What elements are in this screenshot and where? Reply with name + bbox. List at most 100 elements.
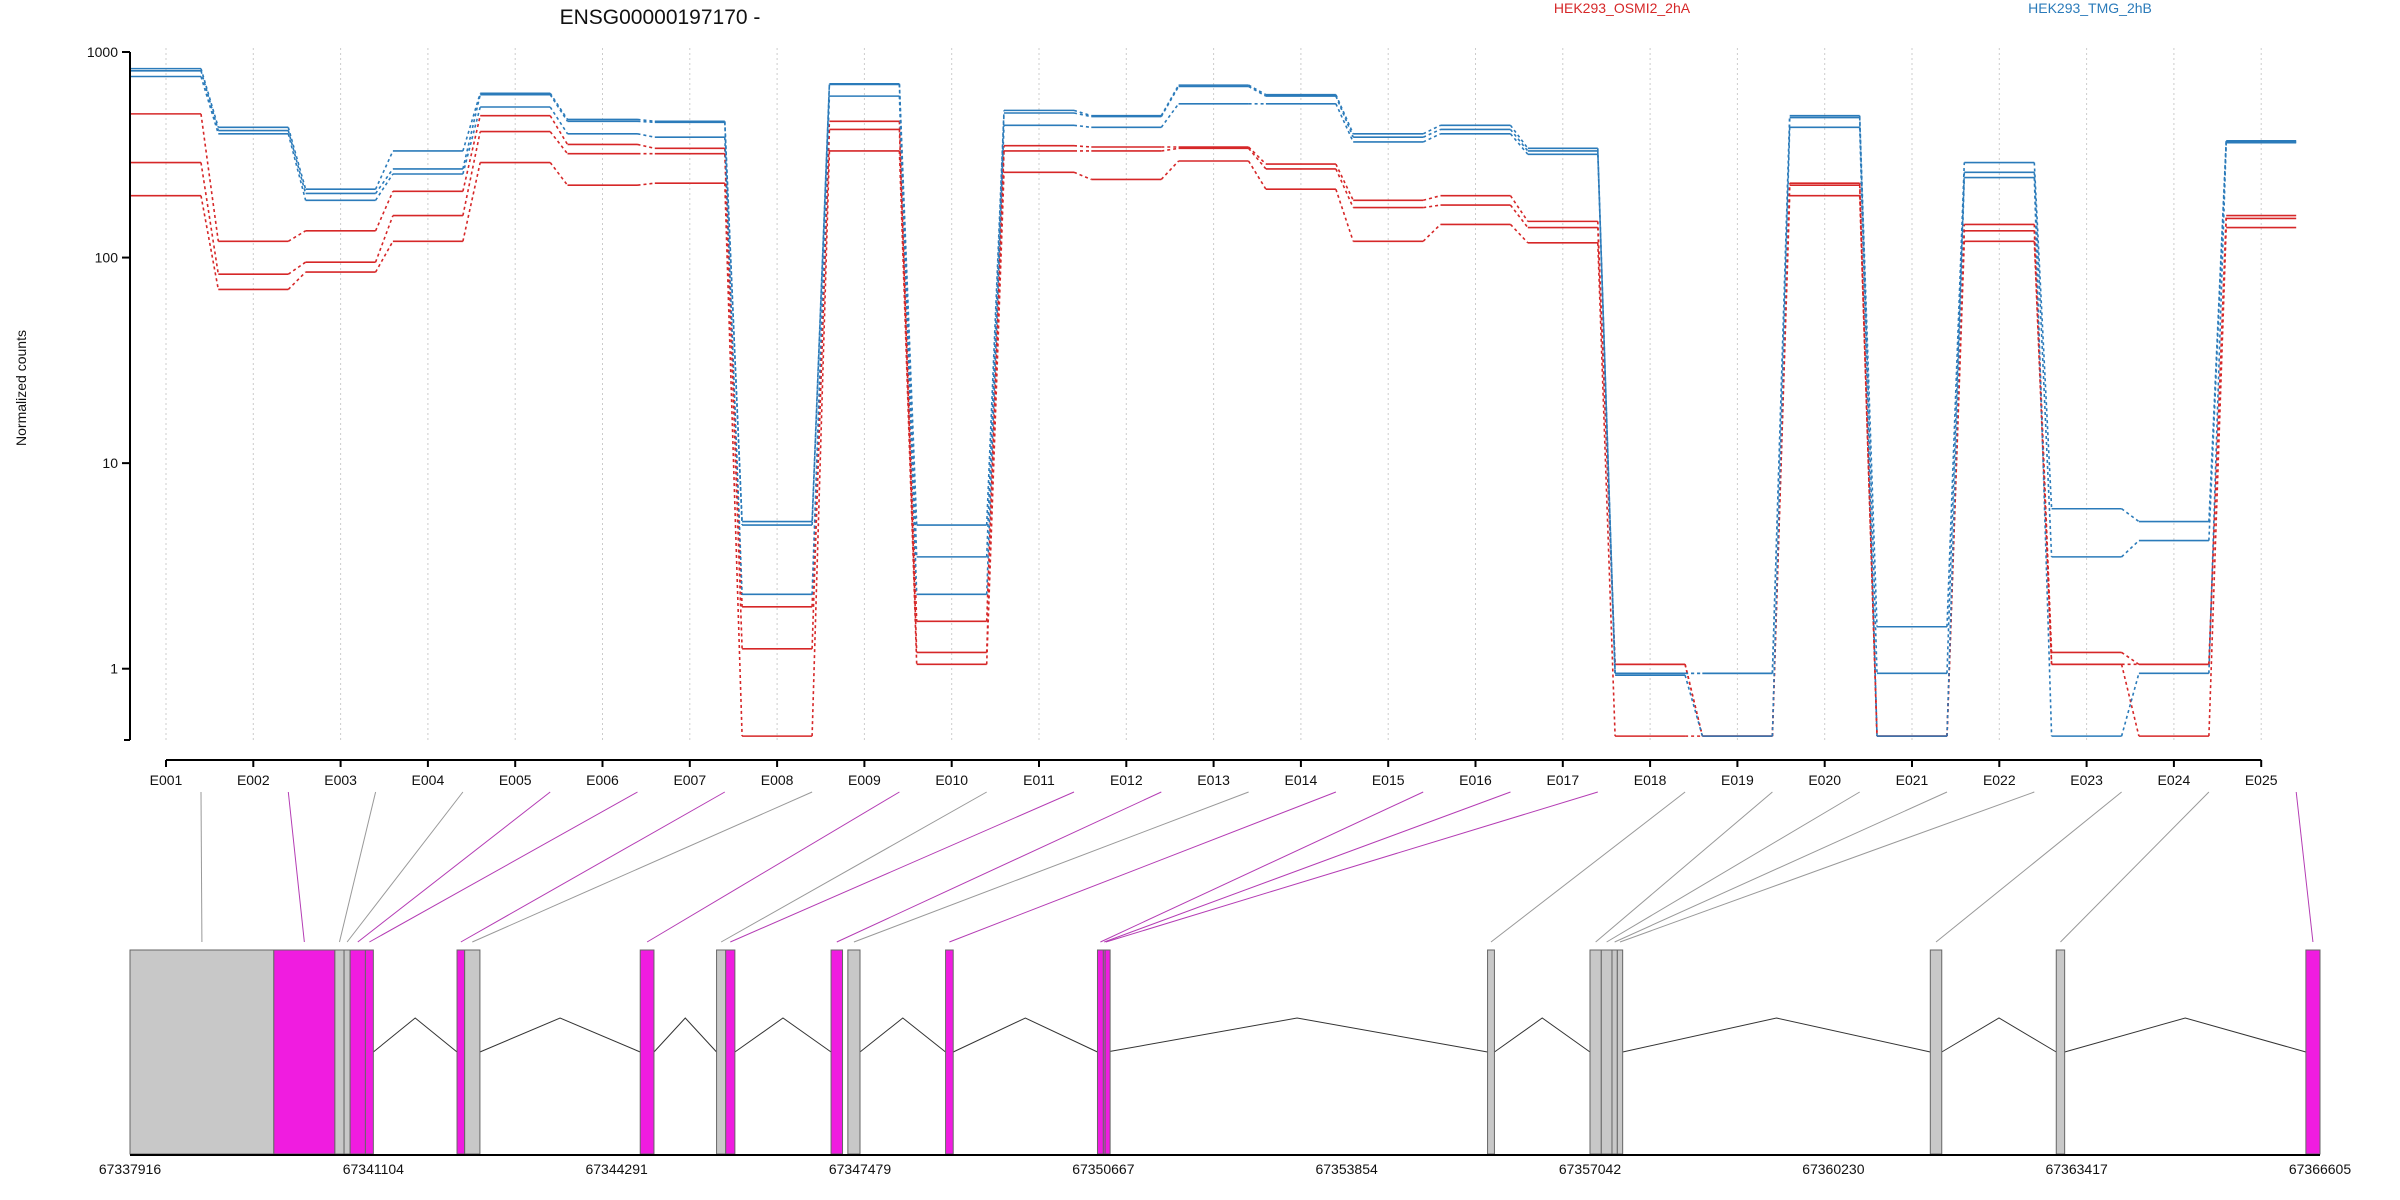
exon-connector-lines xyxy=(200,791,2314,943)
series-connector xyxy=(1509,128,1529,152)
series-connector xyxy=(1684,674,1704,737)
series-connector xyxy=(2121,540,2140,558)
y-tick-label: 10 xyxy=(102,455,118,471)
exon-block xyxy=(464,949,481,1155)
intron-line xyxy=(734,1017,832,1053)
x-tick-label: E022 xyxy=(1983,772,2016,788)
exon-block xyxy=(2055,949,2066,1155)
exon-block xyxy=(1600,949,1613,1155)
series-connector xyxy=(2208,141,2227,541)
x-tick-label: E024 xyxy=(2158,772,2191,788)
coordinate-label: 67341104 xyxy=(343,1161,404,1177)
x-tick-label: E010 xyxy=(935,772,968,788)
exon-connector xyxy=(1595,791,1773,943)
series-connector xyxy=(1335,103,1354,143)
series-connector xyxy=(1073,144,1092,148)
series-connector xyxy=(811,84,831,526)
y-axis-label: Normalized counts xyxy=(13,330,29,446)
exon-block xyxy=(716,949,727,1155)
exon-connector xyxy=(646,791,900,943)
series-connector xyxy=(1509,124,1529,149)
coordinate-label: 67337916 xyxy=(99,1161,162,1177)
genomic-coordinate-axis: 67337916 67341104 67344291 67347479 67350667… xyxy=(99,1154,2352,1177)
series-connector xyxy=(811,83,831,522)
exon-block xyxy=(945,949,954,1155)
series-connector xyxy=(1858,185,1878,737)
series-connector xyxy=(1771,117,1791,674)
exon-block xyxy=(1096,949,1104,1155)
series-connector xyxy=(287,127,307,190)
exon-block xyxy=(1611,949,1618,1155)
exon-connector xyxy=(2295,791,2314,943)
series-connector xyxy=(1161,147,1179,152)
exon-block xyxy=(1929,949,1943,1155)
x-tick-label: E025 xyxy=(2245,772,2278,788)
series-connector xyxy=(1597,242,1616,737)
series-connector xyxy=(549,131,569,155)
series-connector xyxy=(374,215,394,263)
intron-line xyxy=(1106,1017,1488,1053)
x-tick-label: E003 xyxy=(324,772,357,788)
series-connector xyxy=(374,168,394,194)
x-tick-label: E019 xyxy=(1721,772,1754,788)
series-connector xyxy=(1247,147,1267,170)
series-connector xyxy=(2033,162,2053,509)
x-tick-label: E008 xyxy=(761,772,794,788)
x-tick-label: E013 xyxy=(1197,772,1230,788)
exon-connector xyxy=(1614,791,1948,943)
intron-line xyxy=(1941,1017,2057,1053)
exon-block xyxy=(639,949,655,1155)
series-connector xyxy=(1509,223,1529,244)
series xyxy=(131,150,2297,737)
coordinate-label: 67360230 xyxy=(1802,1161,1865,1177)
intron-lines xyxy=(373,1017,2307,1053)
exon-connector xyxy=(200,791,203,943)
coordinate-label: 67366605 xyxy=(2289,1161,2352,1177)
exon-connector xyxy=(1105,791,1598,943)
series-connector xyxy=(462,93,481,152)
series-connector xyxy=(1946,241,1966,737)
exon-connector xyxy=(949,791,1337,943)
series-connector xyxy=(985,172,1005,665)
exon-block xyxy=(725,949,736,1155)
exon-block xyxy=(1104,949,1111,1155)
series-connector xyxy=(549,106,569,135)
series-connector xyxy=(985,125,1005,595)
exon-block xyxy=(364,949,374,1155)
series xyxy=(131,75,2297,737)
exon-connector xyxy=(287,791,305,943)
series-connector xyxy=(2208,227,2227,737)
series-connector xyxy=(1422,223,1442,242)
series-connector xyxy=(637,133,655,139)
series-connector xyxy=(1597,227,1616,665)
exon-connector xyxy=(1935,791,2122,943)
gene-model: 67337916 67341104 67344291 67347479 67350667… xyxy=(99,949,2352,1177)
exon-block xyxy=(456,949,466,1155)
series-connector xyxy=(200,162,220,275)
series-connector xyxy=(1073,112,1092,118)
exon-block xyxy=(2305,949,2321,1155)
x-tick-label: E018 xyxy=(1634,772,1667,788)
series-connector xyxy=(1335,95,1354,138)
series-connector xyxy=(898,96,918,595)
series-connector xyxy=(200,68,220,128)
series-connector xyxy=(1423,204,1441,209)
exon-blocks xyxy=(129,949,2321,1155)
series-connector xyxy=(1509,133,1529,155)
exon-block xyxy=(129,949,275,1155)
series-connector xyxy=(811,96,831,595)
series-layer xyxy=(131,67,2297,737)
series-connector xyxy=(1335,168,1354,208)
exon-connector xyxy=(369,791,638,943)
exon-block xyxy=(273,949,336,1155)
series-connector xyxy=(1684,664,1704,737)
series-connector xyxy=(724,122,743,526)
exon-connector xyxy=(1490,791,1686,943)
x-tick-label: E015 xyxy=(1372,772,1405,788)
x-tick-label: E009 xyxy=(848,772,881,788)
series-connector xyxy=(1422,194,1441,202)
x-tick-label: E004 xyxy=(412,772,445,788)
series-connector xyxy=(2033,172,2053,557)
